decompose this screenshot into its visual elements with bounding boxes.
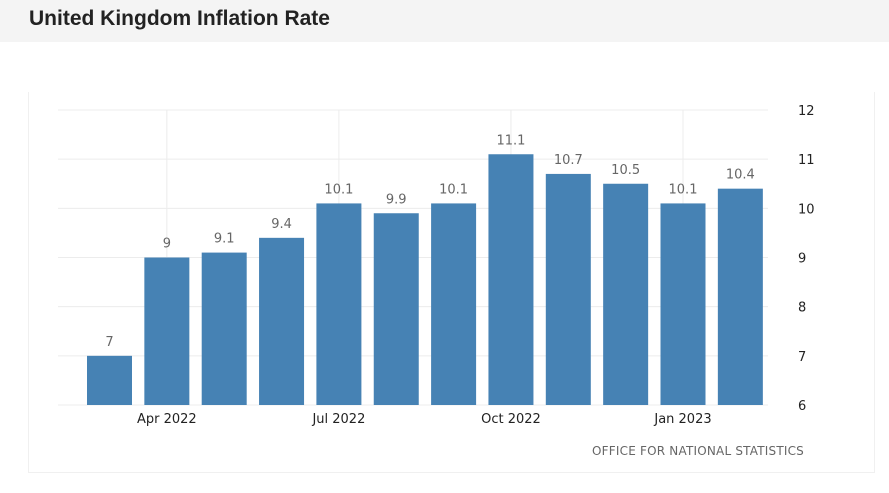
bar	[87, 355, 132, 405]
y-tick-label: 12	[798, 104, 815, 119]
bar	[603, 183, 649, 405]
bar	[316, 203, 362, 405]
x-tick-label: Jan 2023	[653, 412, 711, 427]
y-tick-label: 7	[798, 350, 806, 365]
bar-value-label: 9	[163, 237, 171, 252]
y-tick-label: 9	[798, 252, 806, 267]
y-tick-label: 10	[798, 202, 815, 217]
page-title: United Kingdom Inflation Rate	[29, 7, 330, 30]
bar-value-label: 7	[105, 335, 113, 350]
chart-panel	[28, 92, 875, 473]
bar	[545, 173, 591, 405]
bar-value-label: 9.9	[386, 192, 407, 207]
bar	[431, 203, 477, 405]
header-bar: United Kingdom Inflation Rate	[0, 0, 889, 42]
bar-value-label: 10.1	[669, 182, 698, 197]
bar-value-label: 10.1	[324, 182, 353, 197]
bar-value-label: 10.5	[611, 163, 640, 178]
bar-value-label: 10.1	[439, 182, 468, 197]
bar	[660, 203, 706, 405]
y-tick-label: 8	[798, 301, 806, 316]
source-credit: OFFICE FOR NATIONAL STATISTICS	[592, 444, 804, 458]
bar	[259, 237, 305, 405]
bar-value-label: 10.7	[554, 153, 583, 168]
bar-value-label: 9.1	[214, 232, 235, 247]
bar	[201, 252, 247, 405]
bar	[144, 257, 190, 405]
bar	[373, 213, 419, 405]
bar-value-label: 10.4	[726, 168, 755, 183]
y-tick-label: 6	[798, 399, 806, 414]
bar	[717, 188, 763, 405]
x-tick-label: Apr 2022	[137, 412, 197, 427]
x-tick-label: Oct 2022	[481, 412, 541, 427]
bar-value-label: 9.4	[271, 217, 292, 232]
bar	[488, 154, 534, 405]
y-tick-label: 11	[798, 153, 815, 168]
bar-value-label: 11.1	[496, 133, 525, 148]
x-tick-label: Jul 2022	[311, 412, 365, 427]
